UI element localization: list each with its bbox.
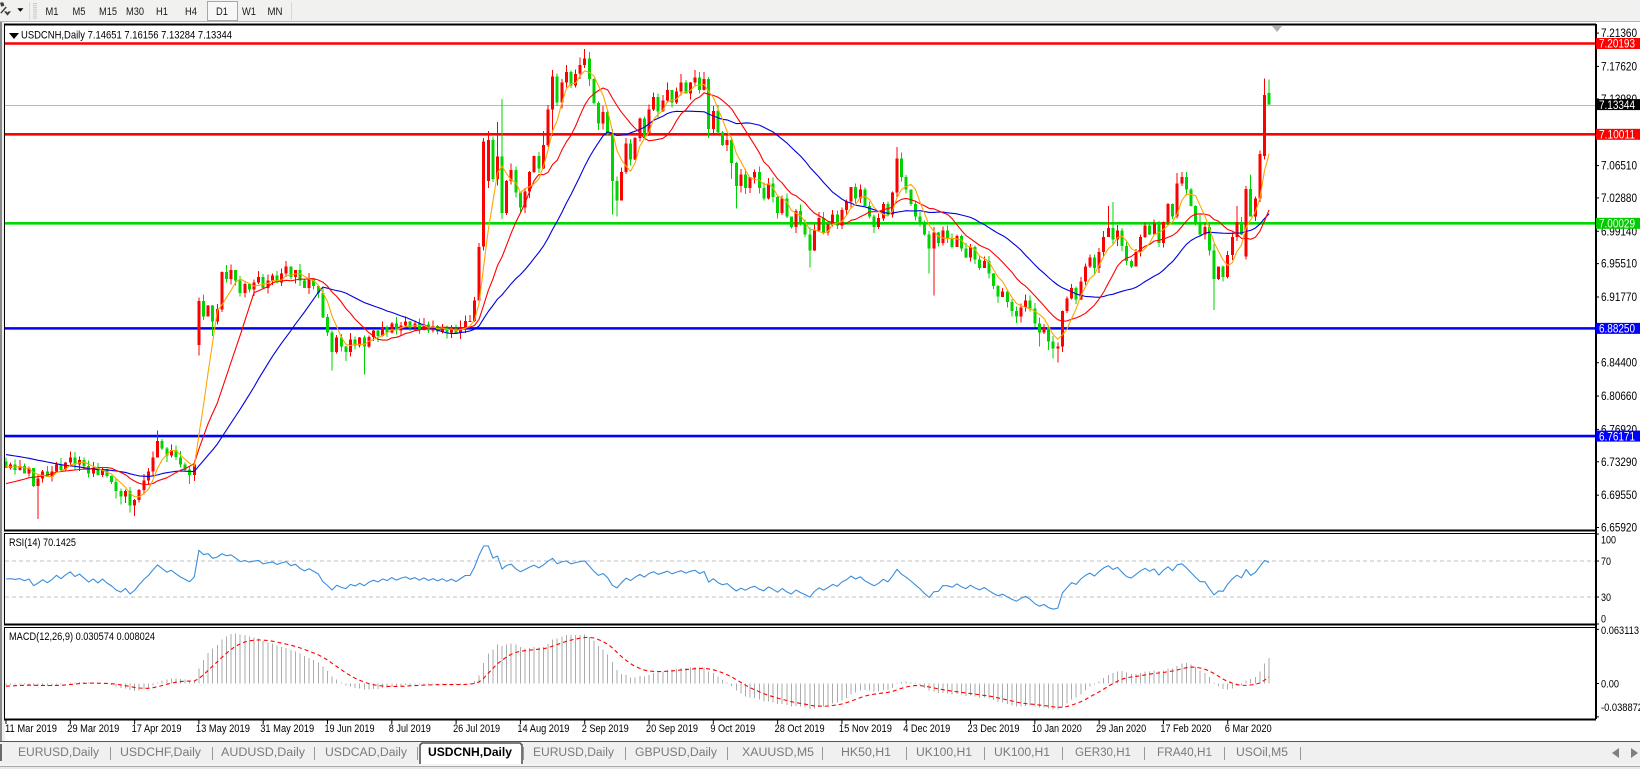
svg-text:W1: W1 <box>242 6 256 18</box>
svg-text:11 Mar 2019: 11 Mar 2019 <box>5 723 57 735</box>
svg-text:EURUSD,Daily: EURUSD,Daily <box>533 747 614 759</box>
svg-text:USDCHF,Daily: USDCHF,Daily <box>120 747 201 759</box>
svg-text:29 Jan 2020: 29 Jan 2020 <box>1096 723 1146 735</box>
svg-text:XAUUSD,M5: XAUUSD,M5 <box>742 747 814 759</box>
svg-text:USOil,M5: USOil,M5 <box>1236 747 1288 759</box>
svg-text:20 Sep 2019: 20 Sep 2019 <box>646 723 698 735</box>
svg-text:10 Jan 2020: 10 Jan 2020 <box>1032 723 1082 735</box>
svg-text:8 Jul 2019: 8 Jul 2019 <box>389 723 431 735</box>
svg-text:-0.038872: -0.038872 <box>1601 702 1640 714</box>
svg-text:HK50,H1: HK50,H1 <box>841 747 891 759</box>
svg-text:7.00029: 7.00029 <box>1599 217 1635 231</box>
svg-text:4 Dec 2019: 4 Dec 2019 <box>903 723 950 735</box>
svg-text:0.063113: 0.063113 <box>1601 625 1639 637</box>
svg-text:USDCNH,Daily 7.14651 7.16156: USDCNH,Daily 7.14651 7.16156 7.13284 7.1… <box>21 30 232 42</box>
svg-text:M15: M15 <box>99 6 117 18</box>
svg-text:17 Apr 2019: 17 Apr 2019 <box>132 723 182 735</box>
svg-text:7.02880: 7.02880 <box>1601 191 1637 205</box>
svg-text:GER30,H1: GER30,H1 <box>1075 747 1131 759</box>
svg-text:100: 100 <box>1601 535 1616 547</box>
svg-text:19 Jun 2019: 19 Jun 2019 <box>325 723 375 735</box>
svg-text:USDCNH,Daily: USDCNH,Daily <box>428 747 513 759</box>
svg-text:H4: H4 <box>185 6 197 18</box>
svg-text:30: 30 <box>1601 592 1611 604</box>
svg-text:0.00: 0.00 <box>1601 679 1619 691</box>
svg-text:M5: M5 <box>73 6 86 18</box>
svg-text:MN: MN <box>268 6 283 18</box>
svg-text:26 Jul 2019: 26 Jul 2019 <box>453 723 500 735</box>
svg-text:2 Sep 2019: 2 Sep 2019 <box>582 723 629 735</box>
svg-text:7.17620: 7.17620 <box>1601 59 1637 73</box>
svg-text:6 Mar 2020: 6 Mar 2020 <box>1225 723 1272 735</box>
svg-text:UK100,H1: UK100,H1 <box>916 747 972 759</box>
svg-text:6.95510: 6.95510 <box>1601 257 1637 271</box>
svg-text:31 May 2019: 31 May 2019 <box>260 723 314 735</box>
svg-text:D1: D1 <box>216 6 228 18</box>
svg-text:GBPUSD,Daily: GBPUSD,Daily <box>635 747 717 759</box>
svg-text:6.88250: 6.88250 <box>1599 322 1635 336</box>
svg-text:AUDUSD,Daily: AUDUSD,Daily <box>221 747 305 759</box>
svg-text:7.10011: 7.10011 <box>1599 128 1635 142</box>
svg-text:EURUSD,Daily: EURUSD,Daily <box>18 747 99 759</box>
svg-text:UK100,H1: UK100,H1 <box>994 747 1050 759</box>
svg-text:13 May 2019: 13 May 2019 <box>196 723 250 735</box>
svg-text:RSI(14) 70.1425: RSI(14) 70.1425 <box>9 537 76 549</box>
svg-text:7.06510: 7.06510 <box>1601 159 1637 173</box>
svg-text:6.80660: 6.80660 <box>1601 389 1637 403</box>
svg-text:6.84400: 6.84400 <box>1601 356 1637 370</box>
svg-text:M1: M1 <box>46 6 59 18</box>
svg-text:MACD(12,26,9) 0.030574 0.00802: MACD(12,26,9) 0.030574 0.008024 <box>9 631 155 643</box>
svg-text:17 Feb 2020: 17 Feb 2020 <box>1160 723 1211 735</box>
svg-text:USDCAD,Daily: USDCAD,Daily <box>325 747 407 759</box>
svg-text:7.21360: 7.21360 <box>1601 26 1637 40</box>
svg-text:28 Oct 2019: 28 Oct 2019 <box>775 723 825 735</box>
svg-text:H1: H1 <box>156 6 168 18</box>
svg-text:FRA40,H1: FRA40,H1 <box>1157 747 1212 759</box>
svg-text:70: 70 <box>1601 556 1611 568</box>
svg-text:15 Nov 2019: 15 Nov 2019 <box>839 723 892 735</box>
svg-text:9 Oct 2019: 9 Oct 2019 <box>710 723 755 735</box>
svg-text:7.13344: 7.13344 <box>1599 98 1635 112</box>
svg-text:7.20193: 7.20193 <box>1599 37 1635 51</box>
svg-text:6.69550: 6.69550 <box>1601 488 1637 502</box>
svg-text:6.76171: 6.76171 <box>1599 429 1635 443</box>
svg-text:29 Mar 2019: 29 Mar 2019 <box>67 723 119 735</box>
svg-text:6.73290: 6.73290 <box>1601 455 1637 469</box>
svg-text:14 Aug 2019: 14 Aug 2019 <box>517 723 569 735</box>
svg-text:6.91770: 6.91770 <box>1601 290 1637 304</box>
svg-text:M30: M30 <box>126 6 144 18</box>
svg-text:0: 0 <box>1601 614 1606 626</box>
svg-text:6.65920: 6.65920 <box>1601 521 1637 535</box>
svg-text:23 Dec 2019: 23 Dec 2019 <box>968 723 1020 735</box>
